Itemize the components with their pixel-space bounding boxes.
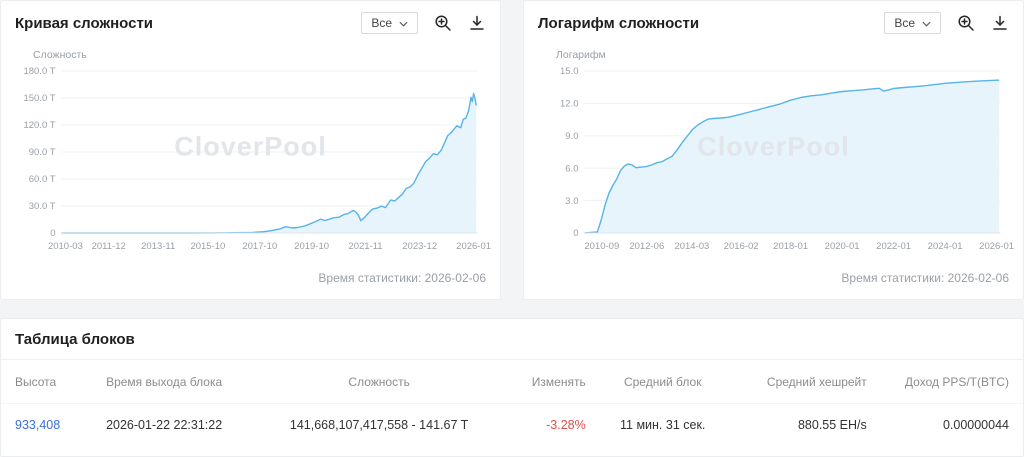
svg-text:2011-12: 2011-12: [92, 241, 126, 252]
download-icon[interactable]: [990, 14, 1009, 33]
svg-text:6.0: 6.0: [565, 163, 578, 174]
chart-controls: Все: [884, 12, 1009, 34]
svg-text:150.0 T: 150.0 T: [23, 93, 55, 104]
column-header-change: Изменять: [496, 360, 594, 404]
log-difficulty-chart[interactable]: 15.0 12.0 9.0 6.0 3.0 0 2010-09 2012-06 2014-03 2…: [538, 63, 1014, 263]
svg-text:90.0 T: 90.0 T: [29, 147, 56, 158]
zoom-in-icon[interactable]: [956, 14, 975, 33]
svg-text:15.0: 15.0: [560, 66, 579, 77]
svg-text:12.0: 12.0: [560, 99, 579, 110]
svg-text:2017-10: 2017-10: [242, 241, 277, 252]
range-select-value: Все: [894, 16, 915, 30]
blocks-table: Высота Время выхода блока Сложность Изме…: [1, 360, 1023, 446]
column-header-block-time: Время выхода блока: [98, 360, 262, 404]
svg-text:2026-01: 2026-01: [979, 241, 1014, 252]
income-cell: 0.00000044: [942, 418, 1009, 432]
range-select[interactable]: Все: [361, 12, 418, 34]
svg-text:120.0 T: 120.0 T: [23, 120, 55, 131]
y-axis-title: Сложность: [33, 49, 87, 61]
table-header-row: Высота Время выхода блока Сложность Изме…: [1, 360, 1023, 404]
svg-text:2015-10: 2015-10: [190, 241, 225, 252]
svg-text:9.0: 9.0: [565, 131, 578, 142]
svg-text:2023-12: 2023-12: [402, 241, 437, 252]
svg-text:2022-01: 2022-01: [876, 241, 911, 252]
svg-text:0: 0: [50, 228, 55, 239]
svg-text:2026-01: 2026-01: [456, 241, 491, 252]
range-select-value: Все: [371, 16, 392, 30]
avg-block-cell: 11 мин. 31 сек.: [620, 418, 706, 432]
download-icon[interactable]: [467, 14, 486, 33]
log-difficulty-chart-box: 15.0 12.0 9.0 6.0 3.0 0 2010-09 2012-06 2014-03 2…: [538, 63, 1014, 263]
svg-text:180.0 T: 180.0 T: [23, 66, 55, 77]
change-cell: -3.28%: [497, 404, 594, 447]
block-time-cell: 2026-01-22 22:31:22: [106, 418, 223, 432]
difficulty-curve-card: Кривая сложности Все: [0, 0, 501, 300]
column-header-height: Высота: [1, 360, 99, 404]
blocks-table-title: Таблица блоков: [1, 319, 1023, 360]
log-card-header: Логарифм сложности Все: [538, 1, 1009, 41]
svg-text:2016-02: 2016-02: [724, 241, 759, 252]
avg-hashrate-cell: 880.55 EH/s: [797, 418, 867, 432]
log-difficulty-card: Логарифм сложности Все: [523, 0, 1024, 300]
svg-text:2021-11: 2021-11: [348, 241, 382, 252]
panel-title: Логарифм сложности: [538, 14, 700, 32]
table-row: 933,408 2026-01-22 22:31:22 141,668,107,…: [1, 404, 1023, 447]
chevron-down-icon: [399, 16, 408, 30]
chevron-down-icon: [922, 16, 931, 30]
difficulty-cell: 141,668,107,417,558 - 141.67 T: [289, 418, 469, 432]
stats-time-label: Время статистики: 2026-02-06: [318, 271, 486, 285]
blocks-table-card: Таблица блоков Высота Время выхода блока…: [0, 318, 1024, 457]
zoom-in-icon[interactable]: [433, 14, 452, 33]
svg-text:2010-03: 2010-03: [48, 241, 83, 252]
change-value: -3.28%: [546, 418, 586, 432]
block-height-link[interactable]: 933,408: [15, 418, 61, 432]
stats-time-label: Время статистики: 2026-02-06: [841, 271, 1009, 285]
chart-controls: Все: [361, 12, 486, 34]
svg-text:2018-01: 2018-01: [773, 241, 808, 252]
svg-text:0: 0: [573, 228, 578, 239]
charts-row: Кривая сложности Все: [0, 0, 1024, 300]
column-header-avg-block: Средний блок: [593, 360, 732, 404]
svg-text:2013-11: 2013-11: [141, 241, 175, 252]
svg-text:2010-09: 2010-09: [584, 241, 619, 252]
svg-text:3.0: 3.0: [565, 196, 578, 207]
difficulty-chart[interactable]: 180.0 T 150.0 T 120.0 T 90.0 T 60.0 T 30.0 T 0…: [15, 63, 491, 263]
svg-text:2019-10: 2019-10: [294, 241, 329, 252]
difficulty-chart-box: 180.0 T 150.0 T 120.0 T 90.0 T 60.0 T 30.0 T 0…: [15, 63, 491, 263]
panel-title: Кривая сложности: [15, 14, 154, 32]
column-header-income: Доход PPS/T(BTC): [874, 360, 1023, 404]
column-header-difficulty: Сложность: [261, 360, 497, 404]
column-header-avg-hashrate: Средний хешрейт: [731, 360, 875, 404]
svg-text:2012-06: 2012-06: [629, 241, 664, 252]
y-axis-title: Логарифм: [556, 49, 606, 61]
block-height-cell: 933,408: [1, 404, 98, 447]
svg-text:30.0 T: 30.0 T: [29, 201, 56, 212]
svg-text:2014-03: 2014-03: [674, 241, 709, 252]
range-select[interactable]: Все: [884, 12, 941, 34]
svg-text:2024-01: 2024-01: [928, 241, 963, 252]
difficulty-card-header: Кривая сложности Все: [15, 1, 486, 41]
svg-text:60.0 T: 60.0 T: [29, 174, 56, 185]
svg-text:2020-01: 2020-01: [825, 241, 860, 252]
